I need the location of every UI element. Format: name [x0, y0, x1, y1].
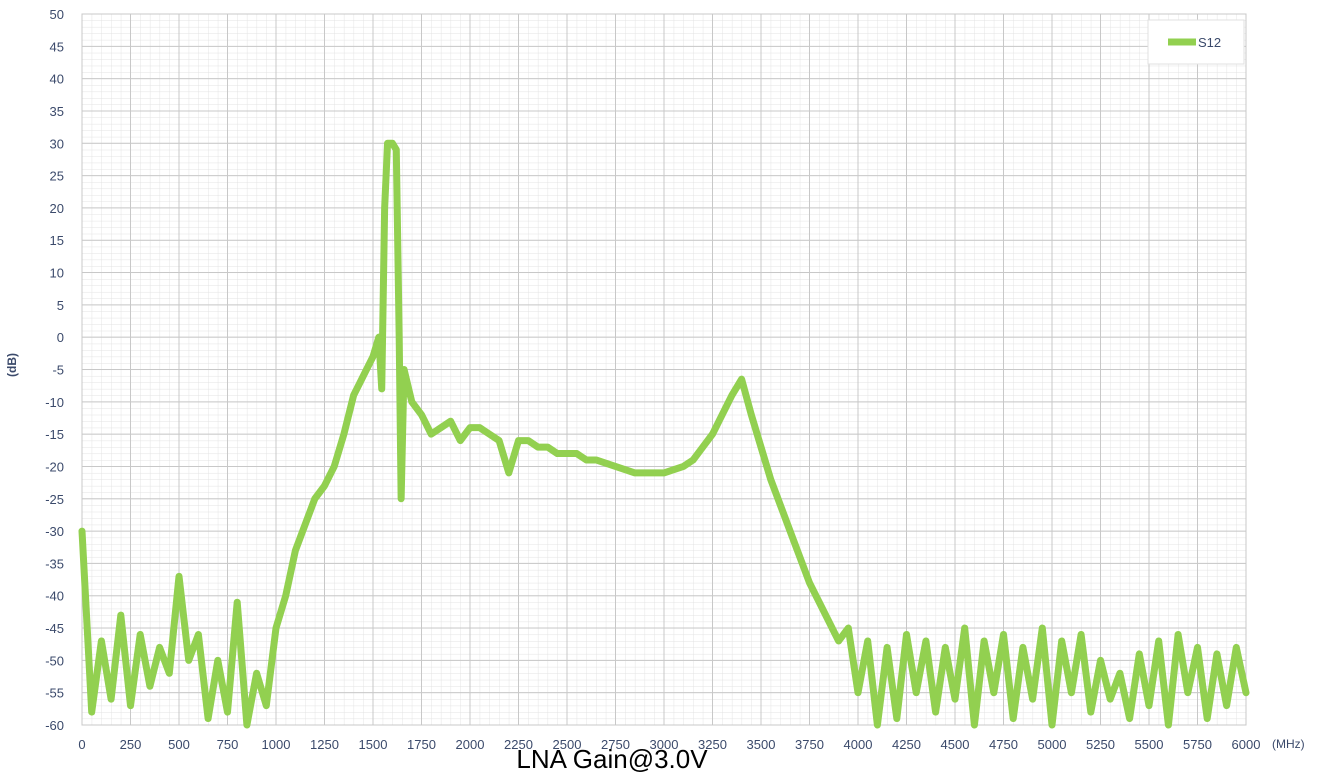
x-tick-label: 3750: [795, 737, 824, 752]
x-tick-label: 4500: [941, 737, 970, 752]
y-tick-label: 35: [50, 104, 64, 119]
y-tick-label: -35: [45, 556, 64, 571]
y-tick-label: 5: [57, 298, 64, 313]
x-tick-label: 6000: [1232, 737, 1261, 752]
x-axis-label: (MHz): [1272, 737, 1305, 751]
y-tick-label: -60: [45, 718, 64, 733]
y-tick-label: 40: [50, 72, 64, 87]
y-tick-label: -10: [45, 395, 64, 410]
x-tick-label: 4000: [844, 737, 873, 752]
x-tick-label: 1000: [262, 737, 291, 752]
x-tick-label: 500: [168, 737, 190, 752]
y-tick-label: 10: [50, 266, 64, 281]
y-tick-label: -15: [45, 427, 64, 442]
x-tick-label: 750: [217, 737, 239, 752]
x-tick-label: 1250: [310, 737, 339, 752]
x-tick-label: 5750: [1183, 737, 1212, 752]
data-line: [78, 139, 1250, 729]
y-tick-label: 20: [50, 201, 64, 216]
x-tick-label: 3250: [698, 737, 727, 752]
chart-title: LNA Gain@3.0V: [516, 744, 708, 772]
y-tick-label: -30: [45, 524, 64, 539]
x-tick-label: 2500: [553, 737, 582, 752]
y-tick-label: -5: [52, 363, 64, 378]
x-tick-label: 250: [120, 737, 142, 752]
plot-layer: 50454035302520151050-5-10-15-20-25-30-35…: [45, 7, 1260, 752]
x-tick-label: 3500: [747, 737, 776, 752]
x-tick-label: 5500: [1135, 737, 1164, 752]
y-tick-label: -45: [45, 621, 64, 636]
legend-label: S12: [1198, 35, 1221, 50]
x-tick-label: 2750: [601, 737, 630, 752]
y-tick-label: 25: [50, 169, 64, 184]
y-tick-label: -20: [45, 459, 64, 474]
x-tick-label: 5000: [1038, 737, 1067, 752]
y-tick-label: -40: [45, 589, 64, 604]
y-axis-label: (dB): [5, 353, 19, 377]
y-tick-label: 15: [50, 233, 64, 248]
y-tick-label: 45: [50, 39, 64, 54]
y-tick-label: 30: [50, 136, 64, 151]
x-tick-label: 4750: [989, 737, 1018, 752]
x-tick-label: 5250: [1086, 737, 1115, 752]
x-tick-label: 1750: [407, 737, 436, 752]
y-tick-label: 50: [50, 7, 64, 22]
y-tick-label: 0: [57, 330, 64, 345]
x-tick-label: 4250: [892, 737, 921, 752]
x-tick-label: 0: [78, 737, 85, 752]
y-tick-label: -25: [45, 492, 64, 507]
plot-border: [81, 13, 1247, 726]
x-tick-label: 3000: [650, 737, 679, 752]
y-tick-label: -50: [45, 653, 64, 668]
x-tick-label: 2000: [456, 737, 485, 752]
x-tick-label: 1500: [359, 737, 388, 752]
y-tick-label: -55: [45, 686, 64, 701]
x-tick-label: 2250: [504, 737, 533, 752]
